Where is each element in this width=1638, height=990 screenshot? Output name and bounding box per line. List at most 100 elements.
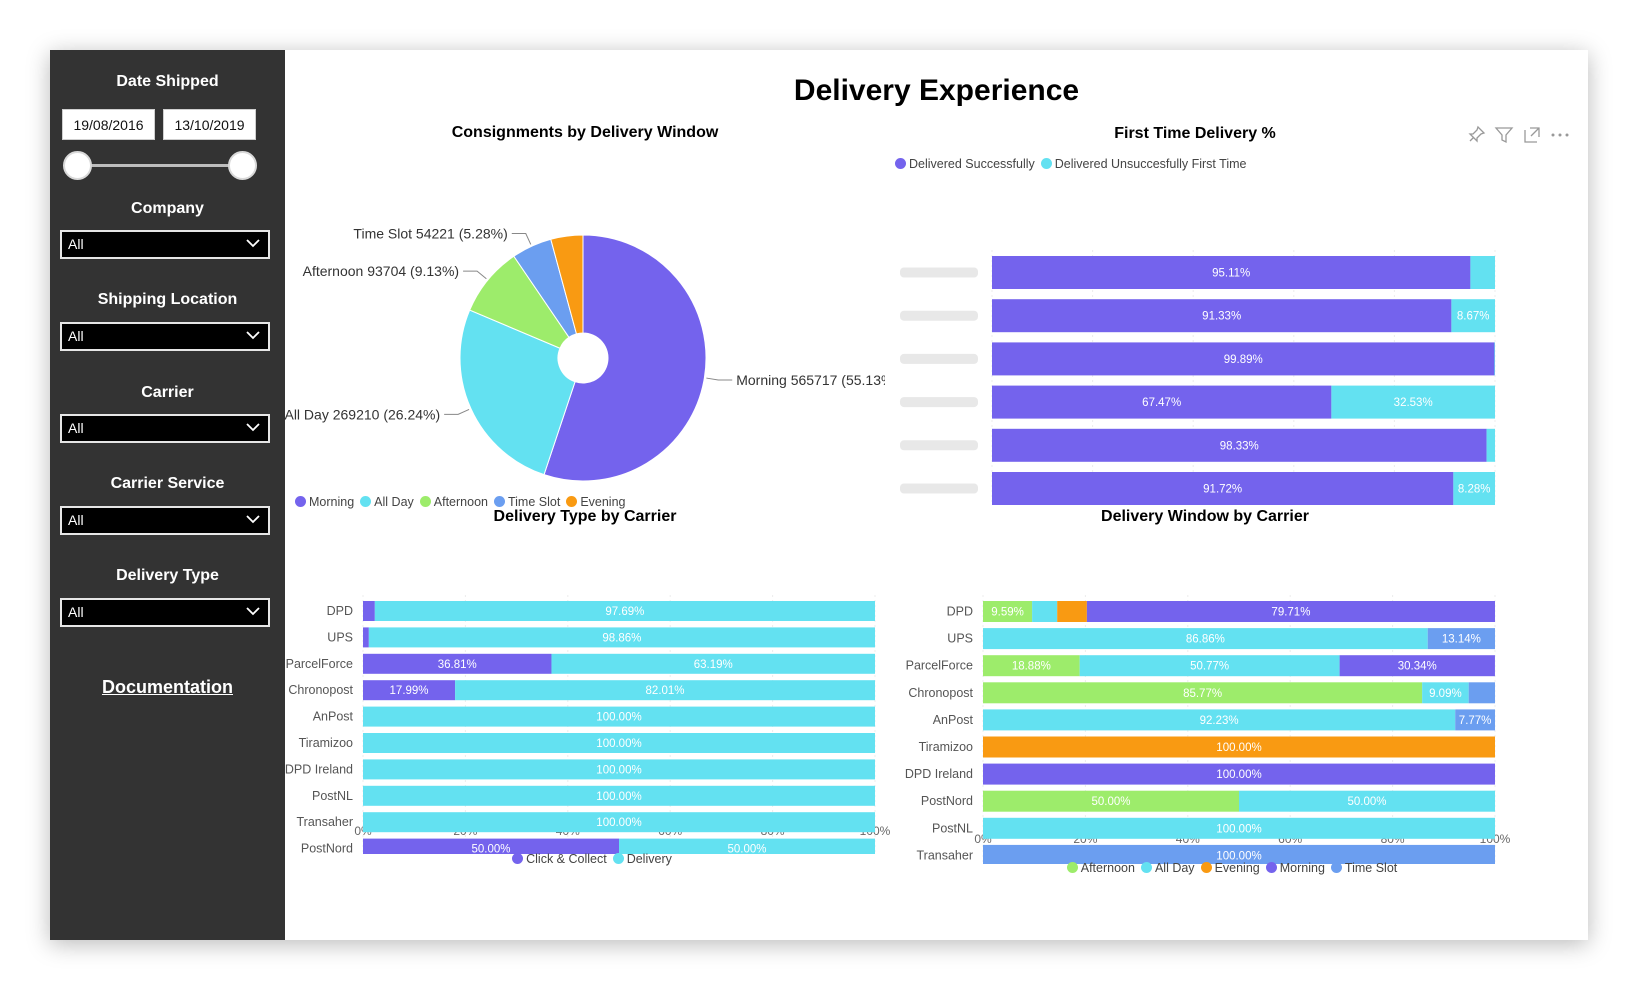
ftd-legend-item-delivered-unsuccesfully-first-time[interactable]: Delivered Unsuccesfully First Time — [1040, 157, 1246, 171]
bar-segment-all-day[interactable] — [1032, 601, 1058, 622]
bar-segment-all-day[interactable] — [983, 628, 1428, 650]
pie-legend-item-evening[interactable]: Evening — [566, 495, 626, 509]
bar-segment-click-collect[interactable] — [363, 838, 619, 854]
bar-segment-delivered-unsuccesfully-first-time[interactable] — [1451, 299, 1495, 333]
chevron-down-icon — [246, 423, 260, 432]
consignments-chart-title: Consignments by Delivery Window — [451, 124, 719, 141]
category-label: AnPost — [313, 710, 354, 724]
date-range-end-handle[interactable] — [228, 151, 257, 180]
bar-data-label: 92.23% — [1200, 715, 1239, 727]
bar-segment-morning[interactable] — [983, 763, 1495, 785]
bar-segment-click-collect[interactable] — [363, 601, 375, 621]
bar-segment-delivered-unsuccesfully-first-time[interactable] — [1494, 342, 1495, 376]
bar-segment-afternoon[interactable] — [983, 655, 1080, 677]
filter-icon[interactable] — [1493, 124, 1515, 146]
bar-segment-time-slot[interactable] — [1468, 682, 1495, 704]
bar-segment-time-slot[interactable] — [983, 844, 1495, 864]
pie-legend-item-time-slot[interactable]: Time Slot — [493, 495, 560, 509]
bar-segment-all-day[interactable] — [1422, 682, 1469, 704]
bar-segment-delivery[interactable] — [455, 680, 875, 701]
legend-dot-icon — [512, 853, 524, 864]
bar-data-label: 32.53% — [1394, 397, 1433, 409]
bar-data-label: 17.99% — [390, 685, 429, 697]
carrier-service-dropdown-value: All — [68, 512, 84, 528]
pie-slice-evening[interactable] — [550, 234, 584, 335]
bar-segment-morning[interactable] — [1339, 655, 1495, 677]
bar-segment-delivered-successfully[interactable] — [992, 342, 1495, 376]
company-dropdown[interactable]: All — [60, 230, 270, 259]
bar-segment-delivery[interactable] — [363, 706, 875, 727]
more-options-icon[interactable] — [1549, 124, 1571, 146]
bar-segment-delivered-unsuccesfully-first-time[interactable] — [1453, 472, 1495, 505]
bar-segment-delivery[interactable] — [368, 627, 875, 648]
focus-mode-icon[interactable] — [1521, 124, 1543, 146]
bar-segment-delivered-unsuccesfully-first-time[interactable] — [1486, 428, 1495, 462]
bar-segment-time-slot[interactable] — [1427, 628, 1495, 650]
bar-segment-click-collect[interactable] — [363, 680, 456, 701]
bar-segment-delivery[interactable] — [619, 838, 875, 854]
bar-segment-all-day[interactable] — [983, 817, 1495, 839]
pie-slice-all-day[interactable] — [459, 309, 576, 476]
bar-segment-all-day[interactable] — [1239, 790, 1495, 812]
bar-segment-delivered-successfully[interactable] — [992, 428, 1487, 462]
delivery-window-legend: Afternoon All Day Evening Morning Time Slot — [905, 861, 1565, 875]
delivery-type-legend-item-click-collect[interactable]: Click & Collect — [512, 852, 607, 866]
bar-segment-delivery[interactable] — [374, 601, 875, 621]
pie-legend-item-all-day[interactable]: All Day — [360, 495, 414, 509]
bar-segment-delivery[interactable] — [363, 812, 875, 833]
bar-segment-evening[interactable] — [983, 736, 1495, 758]
bar-segment-afternoon[interactable] — [983, 682, 1423, 704]
bar-segment-delivered-successfully[interactable] — [992, 299, 1452, 333]
pie-data-label: Afternoon 93704 (9.13%) — [303, 263, 459, 279]
bar-segment-delivery[interactable] — [363, 759, 875, 780]
category-label: PostNord — [921, 794, 973, 808]
legend-dot-icon — [493, 496, 505, 507]
date-from-input[interactable]: 19/08/2016 — [62, 109, 155, 140]
date-to-input[interactable]: 13/10/2019 — [163, 109, 256, 140]
shipping-location-dropdown[interactable]: All — [60, 322, 270, 351]
date-range-slider-track[interactable] — [78, 164, 252, 167]
documentation-link[interactable]: Documentation — [101, 677, 233, 697]
pie-slice-morning[interactable] — [543, 234, 707, 482]
pie-legend-item-morning[interactable]: Morning — [295, 495, 354, 509]
page-title: Delivery Experience — [793, 74, 1080, 107]
bar-segment-delivered-successfully[interactable] — [992, 472, 1454, 505]
delivery-window-legend-item-all-day[interactable]: All Day — [1140, 861, 1195, 875]
ftd-legend-item-delivered-successfully[interactable]: Delivered Successfully — [895, 157, 1035, 171]
bar-segment-delivered-successfully[interactable] — [992, 385, 1332, 419]
bar-segment-all-day[interactable] — [1079, 655, 1340, 677]
bar-data-label: 100.00% — [1216, 823, 1261, 835]
bar-data-label: 100.00% — [1216, 850, 1261, 862]
bar-segment-delivered-unsuccesfully-first-time[interactable] — [1470, 256, 1495, 289]
delivery-window-legend-item-evening[interactable]: Evening — [1200, 861, 1260, 875]
date-shipped-label: Date Shipped — [116, 73, 219, 90]
bar-segment-all-day[interactable] — [983, 709, 1456, 731]
bar-segment-morning[interactable] — [1086, 601, 1495, 622]
delivery-window-legend-item-morning[interactable]: Morning — [1265, 861, 1325, 875]
delivery-window-legend-item-time-slot[interactable]: Time Slot — [1330, 861, 1397, 875]
bar-segment-click-collect[interactable] — [363, 653, 552, 674]
bar-segment-afternoon[interactable] — [983, 601, 1033, 622]
bar-segment-time-slot[interactable] — [1455, 709, 1495, 731]
bar-segment-delivery[interactable] — [363, 733, 875, 753]
bar-segment-afternoon[interactable] — [983, 790, 1239, 812]
bar-segment-delivery[interactable] — [551, 653, 875, 674]
bar-segment-click-collect[interactable] — [363, 627, 369, 648]
bar-data-label: 50.00% — [727, 844, 766, 854]
delivery-type-legend-item-delivery[interactable]: Delivery — [612, 852, 672, 866]
bar-data-label: 67.47% — [1142, 397, 1181, 409]
bar-segment-delivered-unsuccesfully-first-time[interactable] — [1331, 385, 1495, 419]
bar-segment-delivery[interactable] — [363, 785, 875, 806]
carrier-dropdown[interactable]: All — [60, 414, 270, 443]
bar-segment-delivered-successfully[interactable] — [992, 256, 1471, 289]
category-label: AnPost — [933, 713, 974, 727]
delivery-type-dropdown[interactable]: All — [60, 598, 270, 627]
date-range-start-handle[interactable] — [63, 151, 92, 180]
legend-dot-icon — [419, 496, 431, 507]
carrier-service-dropdown[interactable]: All — [60, 506, 270, 535]
pie-legend-item-afternoon[interactable]: Afternoon — [419, 495, 488, 509]
delivery-window-legend-item-afternoon[interactable]: Afternoon — [1066, 861, 1135, 875]
category-label: UPS — [947, 632, 973, 646]
pin-icon[interactable] — [1465, 124, 1487, 146]
bar-segment-evening[interactable] — [1057, 601, 1087, 622]
